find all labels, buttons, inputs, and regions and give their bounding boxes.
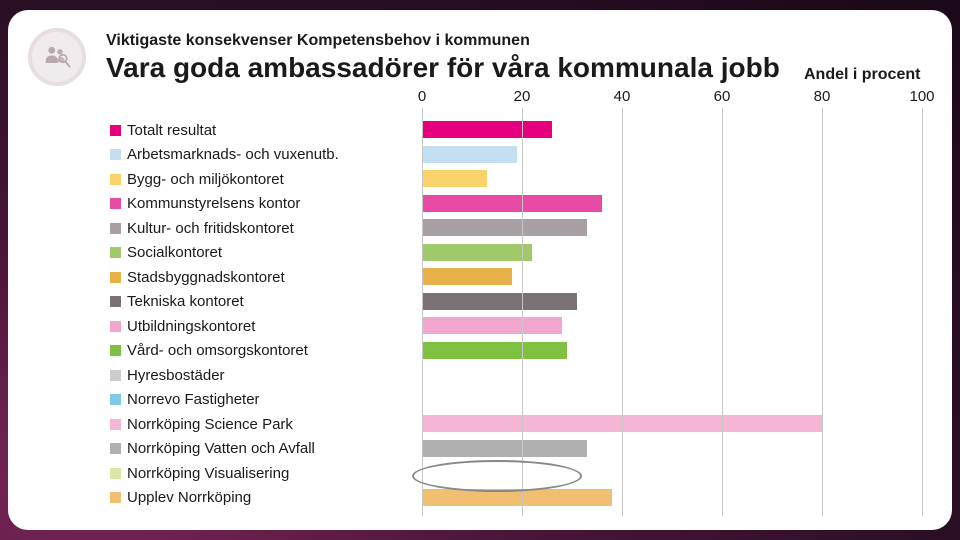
legend-item: Utbildningskontoret [110,314,339,339]
x-tick-label: 80 [814,88,831,105]
bar-row [422,314,922,339]
bar-row [422,265,922,290]
x-tick-label: 40 [614,88,631,105]
gridline [722,108,723,516]
legend-item: Stadsbyggnadskontoret [110,265,339,290]
legend-label: Utbildningskontoret [127,318,255,335]
bar-row [422,388,922,413]
legend-item: Arbetsmarknads- och vuxenutb. [110,143,339,168]
bars-container [422,118,922,510]
legend-item: Vård- och omsorgskontoret [110,339,339,364]
legend-label: Norrköping Science Park [127,416,293,433]
legend-label: Socialkontoret [127,244,222,261]
gridline [422,108,423,516]
legend-label: Vård- och omsorgskontoret [127,342,308,359]
chart-area: Totalt resultat Arbetsmarknads- och vuxen… [106,86,938,526]
legend-item: Norrköping Visualisering [110,461,339,486]
bar-row [422,216,922,241]
legend-item: Totalt resultat [110,118,339,143]
bar [422,146,517,163]
bar-row [422,241,922,266]
legend-swatch [110,272,121,283]
highlight-ellipse [412,460,582,492]
legend-swatch [110,394,121,405]
bar [422,121,552,138]
legend-swatch [110,492,121,503]
legend-swatch [110,223,121,234]
slide-subtitle: Viktigaste konsekvenser Kompetensbehov i… [106,32,530,50]
legend-item: Upplev Norrköping [110,486,339,511]
legend-label: Tekniska kontoret [127,293,244,310]
legend-label: Norrköping Visualisering [127,465,289,482]
x-tick-label: 100 [909,88,934,105]
gridline [522,108,523,516]
legend-swatch [110,443,121,454]
bar [422,195,602,212]
legend-item: Kommunstyrelsens kontor [110,192,339,217]
legend-swatch [110,247,121,258]
people-search-glyph [42,42,72,72]
legend-item: Hyresbostäder [110,363,339,388]
legend-swatch [110,419,121,430]
legend-label: Norrevo Fastigheter [127,391,260,408]
legend-item: Socialkontoret [110,241,339,266]
bar-row [422,290,922,315]
legend-item: Tekniska kontoret [110,290,339,315]
legend-swatch [110,296,121,307]
legend-label: Totalt resultat [127,122,216,139]
legend-item: Norrköping Science Park [110,412,339,437]
bar [422,293,577,310]
bar-row [422,412,922,437]
x-tick-label: 20 [514,88,531,105]
slide-title: Vara goda ambassadörer för våra kommunal… [106,52,780,84]
legend-item: Norrevo Fastigheter [110,388,339,413]
legend-swatch [110,468,121,479]
gridline [822,108,823,516]
legend-swatch [110,321,121,332]
legend-item: Kultur- och fritidskontoret [110,216,339,241]
legend-label: Arbetsmarknads- och vuxenutb. [127,146,339,163]
slide-card: Viktigaste konsekvenser Kompetensbehov i… [8,10,952,530]
bar [422,170,487,187]
legend-label: Kommunstyrelsens kontor [127,195,300,212]
bar-row [422,363,922,388]
bar [422,219,587,236]
legend-swatch [110,345,121,356]
gridline [922,108,923,516]
x-tick-label: 60 [714,88,731,105]
bar-row [422,339,922,364]
bar [422,440,587,457]
bar-row [422,143,922,168]
legend-item: Bygg- och miljökontoret [110,167,339,192]
people-search-icon [28,28,86,86]
legend-swatch [110,174,121,185]
axis-title: Andel i procent [804,66,920,84]
x-tick-label: 0 [418,88,426,105]
bar [422,244,532,261]
legend-swatch [110,125,121,136]
bar [422,317,562,334]
bar-row [422,437,922,462]
bar [422,342,567,359]
legend: Totalt resultat Arbetsmarknads- och vuxen… [110,118,339,510]
bar-row [422,118,922,143]
legend-label: Norrköping Vatten och Avfall [127,440,315,457]
legend-item: Norrköping Vatten och Avfall [110,437,339,462]
legend-label: Hyresbostäder [127,367,225,384]
legend-swatch [110,198,121,209]
legend-label: Bygg- och miljökontoret [127,171,284,188]
legend-swatch [110,370,121,381]
bar-row [422,192,922,217]
bar-row [422,167,922,192]
bar [422,268,512,285]
legend-swatch [110,149,121,160]
legend-label: Stadsbyggnadskontoret [127,269,285,286]
gridline [622,108,623,516]
plot: 020406080100 [422,108,922,516]
legend-label: Upplev Norrköping [127,489,251,506]
legend-label: Kultur- och fritidskontoret [127,220,294,237]
